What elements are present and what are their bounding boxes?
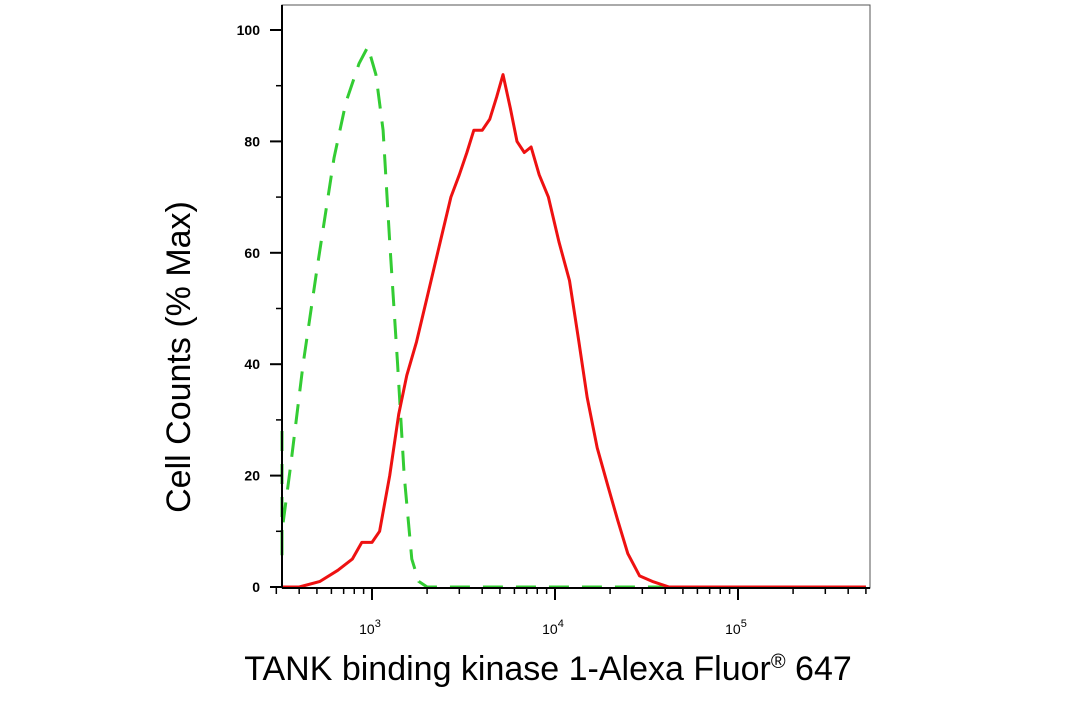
y-tick-label: 80	[244, 133, 260, 149]
y-tick-label: 20	[244, 468, 260, 484]
y-tick-label: 0	[252, 579, 260, 595]
y-axis-title: Cell Counts (% Max)	[160, 201, 198, 513]
plot-frame	[281, 4, 871, 589]
y-tick-label: 100	[237, 22, 261, 38]
y-tick-label: 60	[244, 245, 260, 261]
y-tick-label: 40	[244, 356, 260, 372]
series-line-0	[280, 45, 866, 589]
series-line-1	[282, 73, 866, 589]
x-tick-label: 103	[359, 618, 381, 637]
x-axis-title: TANK binding kinase 1-Alexa Fluor® 647	[244, 650, 852, 688]
x-tick-label: 104	[542, 618, 564, 637]
x-tick-label: 105	[725, 618, 747, 637]
